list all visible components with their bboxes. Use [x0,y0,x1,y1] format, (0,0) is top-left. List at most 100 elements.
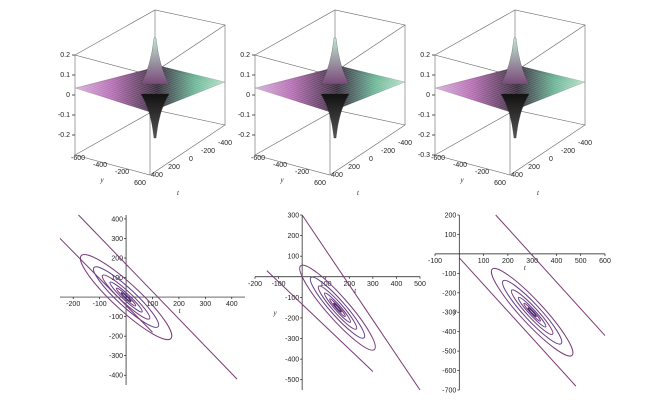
mesh-line-26 [336,67,412,94]
contour-panel-2: -200 -100 100 200 300 400 500300200100-100-200… [248,213,426,391]
z-tick-label-1: 0.1 [420,72,430,79]
y-tick-label-4: -300 [442,310,456,317]
mesh-line-14 [119,77,195,104]
contour-ellipse-2 [510,289,554,336]
y-tick-label-1: -400 [273,162,287,169]
contour-line-0 [59,238,153,333]
y-tick-label-1: -400 [93,162,107,169]
t-tick-label-3: 0 [549,156,553,163]
mesh-line-17 [488,75,564,102]
t-axis-label: t [357,189,360,197]
mesh-line-26 [156,67,232,94]
contour-ellipse-5 [120,292,132,303]
y-tick-label-6: -500 [442,349,456,356]
y-tick-label-6: -400 [285,357,299,364]
z-tick-label-4: -0.2 [238,132,250,139]
y-tick-label-0: -600 [251,155,265,162]
z-tick-label-2: 0 [426,92,430,99]
mesh-line-27 [519,66,596,94]
mesh-line-2 [261,87,337,114]
y-tick-label-1: -400 [453,162,467,169]
x-tick-label-6: 600 [599,258,611,265]
y-axis-label: y [452,308,457,316]
y-tick-label-1: 100 [445,232,457,239]
contour-ellipse-0 [299,264,376,351]
mesh-line-15 [482,76,558,103]
surface-sheet [434,65,586,113]
y-tick-label-2: -200 [475,169,489,176]
contour-ellipse-0 [79,254,173,341]
z-tick-label-4: -0.2 [418,132,430,139]
x-tick-label-4: 300 [367,281,379,288]
t-axis-label: t [537,189,540,197]
t-axis-label: t [354,287,357,295]
z-tick-label-3: -0.1 [238,112,250,119]
y-tick-label-0: 400 [111,216,123,223]
contour-line-1 [78,214,238,380]
mesh-line-3 [444,86,520,113]
contour-ellipse-4 [523,302,541,322]
y-tick-label-5: -300 [285,336,299,343]
mesh-line-0 [434,88,511,116]
y-tick-label-2: 200 [111,255,123,262]
z-tick-label-0: 0.2 [240,52,250,59]
mesh-line-17 [128,75,204,102]
z-tick-label-1: 0.1 [240,72,250,79]
mesh-line-9 [103,81,179,108]
mesh-line-1 [258,88,334,115]
x-tick-label-3: 200 [173,301,185,308]
contour-ellipse-2 [317,285,358,330]
mesh-line-25 [153,68,229,95]
t-tick-label-1: 400 [151,172,163,179]
mesh-line-2 [441,87,517,114]
t-tick-label-2: 200 [348,164,360,171]
t-tick-label-1: 400 [511,172,523,179]
mesh-line-2 [81,87,157,114]
x-tick-label-5: 400 [391,281,403,288]
contour-panel-3: -100 100 200 300 400 500 600 200 100 -100 -200 -300… [428,213,611,395]
y-tick-label-4: -100 [109,314,123,321]
z-tick-label-1: 0.1 [60,72,70,79]
mesh-line-11 [469,79,545,107]
t-tick-label-3: 0 [189,156,193,163]
contour-ellipse-3 [109,281,143,313]
surface-trough [320,93,350,139]
y-tick-label-0: 200 [445,213,457,220]
surface-peak [320,37,350,85]
surface-peak [140,37,170,85]
mesh-line-0 [74,88,151,116]
contour-line-0 [266,270,374,372]
z-tick-label-2: 0 [66,92,70,99]
mesh-line-13 [115,78,191,105]
y-tick-label-0: -600 [431,155,445,162]
mesh-line-12 [112,79,188,106]
mesh-line-16 [125,75,201,103]
contour-ellipse-5 [333,302,342,313]
mesh-line-26 [516,67,592,94]
z-tick-label-5: -0.3 [418,152,430,159]
contour-line-0 [458,257,577,387]
x-tick-label-6: 500 [414,281,426,288]
mesh-line-25 [333,68,409,95]
t-tick-label-0: 600 [314,180,326,187]
mesh-line-14 [479,77,555,104]
x-tick-label-0: -100 [428,258,442,265]
y-tick-label-5: -200 [109,334,123,341]
z-tick-label-3: -0.1 [58,112,70,119]
t-tick-label-5: -400 [218,140,232,147]
y-tick-label-4: -200 [285,315,299,322]
x-tick-label-0: -200 [66,301,80,308]
mesh-line-12 [472,79,548,106]
mesh-line-27 [159,66,236,94]
y-tick-label-2: -200 [295,169,309,176]
t-axis-label: t [524,264,527,272]
surface-trough [500,93,530,139]
contour-ellipse-1 [502,279,563,345]
mesh-line-25 [513,68,589,95]
surface-peak [500,37,530,85]
mesh-line-15 [122,76,198,103]
t-tick-label-4: -200 [561,148,575,155]
z-tick-label-0: 0.2 [60,52,70,59]
